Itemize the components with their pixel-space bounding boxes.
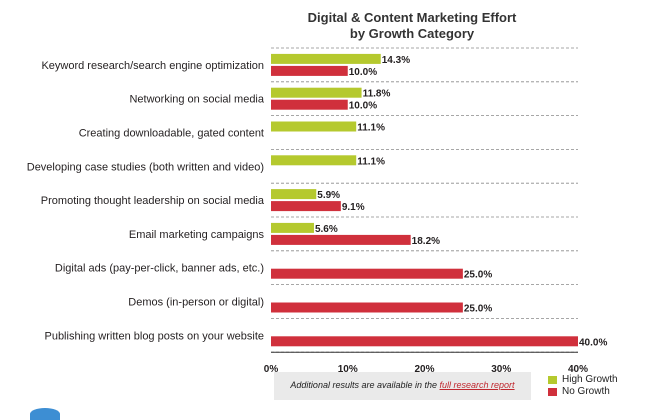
legend-swatch-high-growth [548,375,557,384]
x-tick-label: 40% [568,364,588,375]
bar-high-growth [271,53,381,64]
x-tick-label: 20% [414,364,434,375]
x-tick-label: 30% [491,364,511,375]
category-label: Digital ads (pay-per-click, banner ads, … [55,263,264,275]
chart-title: Digital & Content Marketing Effort [307,10,517,25]
data-label: 40.0% [579,337,607,348]
data-label: 11.1% [357,123,385,134]
bar-no-growth [271,302,463,313]
full-report-link[interactable]: full research report [439,380,515,390]
data-label: 25.0% [464,270,492,281]
bar-high-growth [271,189,317,200]
bar-high-growth [271,155,357,166]
data-label: 10.0% [349,101,377,112]
category-label: Creating downloadable, gated content [79,128,264,140]
bar-no-growth [271,336,578,347]
footer-message: Additional results are available in the [290,380,440,390]
category-label: Promoting thought leadership on social m… [41,195,265,207]
bar-no-growth [271,268,463,279]
data-label: 10.0% [349,67,377,78]
legend-label-no-growth: No Growth [562,386,610,397]
data-label: 25.0% [464,304,492,315]
globe-logo-icon [30,408,60,420]
category-label: Email marketing campaigns [129,229,265,241]
bar-no-growth [271,234,411,245]
data-label: 5.9% [317,190,340,201]
legend-label-high-growth: High Growth [562,374,618,385]
legend-item-no-growth: No Growth [548,386,610,397]
bar-high-growth [271,87,362,98]
bar-no-growth [271,65,348,76]
chart-subtitle: by Growth Category [349,26,475,41]
bar-no-growth [271,99,348,110]
bar-no-growth [271,201,341,212]
data-label: 14.3% [382,55,410,66]
data-label: 11.1% [357,156,385,167]
category-label: Networking on social media [129,94,264,106]
category-label: Developing case studies (both written an… [27,161,264,173]
data-label: 9.1% [342,202,365,213]
legend-swatch-no-growth [548,387,557,396]
x-tick-label: 0% [264,364,279,375]
footer-text: Additional results are available in the … [274,380,531,390]
bar-high-growth [271,222,314,233]
category-label: Demos (in-person or digital) [128,297,264,309]
footer-note: Additional results are available in the … [274,372,531,400]
data-label: 18.2% [412,236,440,247]
legend-item-high-growth: High Growth [548,374,618,385]
category-label: Keyword research/search engine optimizat… [41,60,264,72]
bar-high-growth [271,121,357,132]
x-tick-label: 10% [338,364,358,375]
data-label: 11.8% [363,89,391,100]
category-label: Publishing written blog posts on your we… [44,330,264,342]
data-label: 5.6% [315,224,338,235]
